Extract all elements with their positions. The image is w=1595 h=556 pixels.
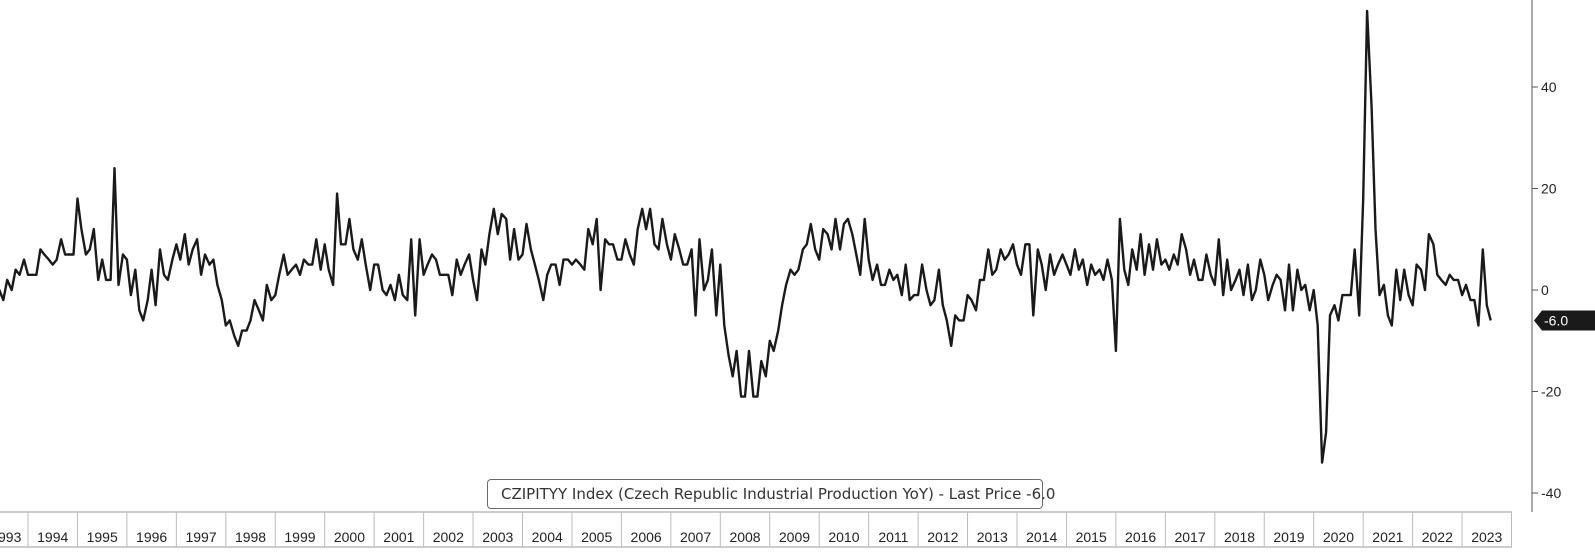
x-tick-label: 2001 <box>383 529 414 545</box>
x-tick-label: 2002 <box>433 529 464 545</box>
series-line <box>0 9 1492 464</box>
x-tick-label: 2005 <box>581 529 612 545</box>
x-tick-label: 1999 <box>284 529 315 545</box>
y-tick-label: -20 <box>1541 384 1561 400</box>
x-tick-label: 2018 <box>1224 529 1255 545</box>
x-tick-label: 2016 <box>1125 529 1156 545</box>
x-tick-label: 2006 <box>631 529 662 545</box>
chart-legend: CZIPITYY Index (Czech Republic Industria… <box>487 479 1055 509</box>
x-tick-label: 2003 <box>482 529 513 545</box>
x-tick-label: 1998 <box>235 529 266 545</box>
x-tick-label: 2004 <box>532 529 563 545</box>
legend-label: CZIPITYY Index (Czech Republic Industria… <box>501 485 1056 503</box>
x-tick-label: 2010 <box>828 529 859 545</box>
y-tick-label: -40 <box>1541 485 1561 501</box>
x-tick-label: 2007 <box>680 529 711 545</box>
x-tick-label: 2008 <box>729 529 760 545</box>
x-tick-label: 2020 <box>1323 529 1354 545</box>
x-tick-label: 2009 <box>779 529 810 545</box>
y-tick-label: 40 <box>1541 79 1557 95</box>
x-tick-label: 1994 <box>37 529 68 545</box>
y-tick-label: 20 <box>1541 181 1557 197</box>
last-price-label: -6.0 <box>1544 312 1568 328</box>
last-price-tag <box>1534 310 1595 331</box>
x-tick-label: 2021 <box>1372 529 1403 545</box>
x-tick-label: 993 <box>0 529 22 545</box>
last-price-marker-group: -6.0 <box>1534 310 1595 331</box>
y-tick-label: 0 <box>1541 282 1549 298</box>
x-tick-label: 1995 <box>87 529 118 545</box>
x-tick-label: 2012 <box>927 529 958 545</box>
x-tick-label: 2023 <box>1471 529 1502 545</box>
x-axis: 993 1994 1995 1996 1997 1998 1999 2000 2001 2002 2… <box>0 511 1512 548</box>
x-tick-label: 1996 <box>136 529 167 545</box>
x-tick-label: 2014 <box>1026 529 1057 545</box>
x-tick-label: 2011 <box>878 529 908 545</box>
x-tick-label: 2015 <box>1076 529 1107 545</box>
series-group <box>0 9 1492 464</box>
x-tick-label: 2022 <box>1422 529 1453 545</box>
x-tick-label: 2017 <box>1174 529 1205 545</box>
x-tick-label: 2013 <box>977 529 1008 545</box>
x-tick-label: 1997 <box>185 529 216 545</box>
y-axis: 40 20 0 -20 -40 <box>1531 0 1561 512</box>
x-tick-label: 2019 <box>1273 529 1304 545</box>
x-tick-label: 2000 <box>334 529 365 545</box>
